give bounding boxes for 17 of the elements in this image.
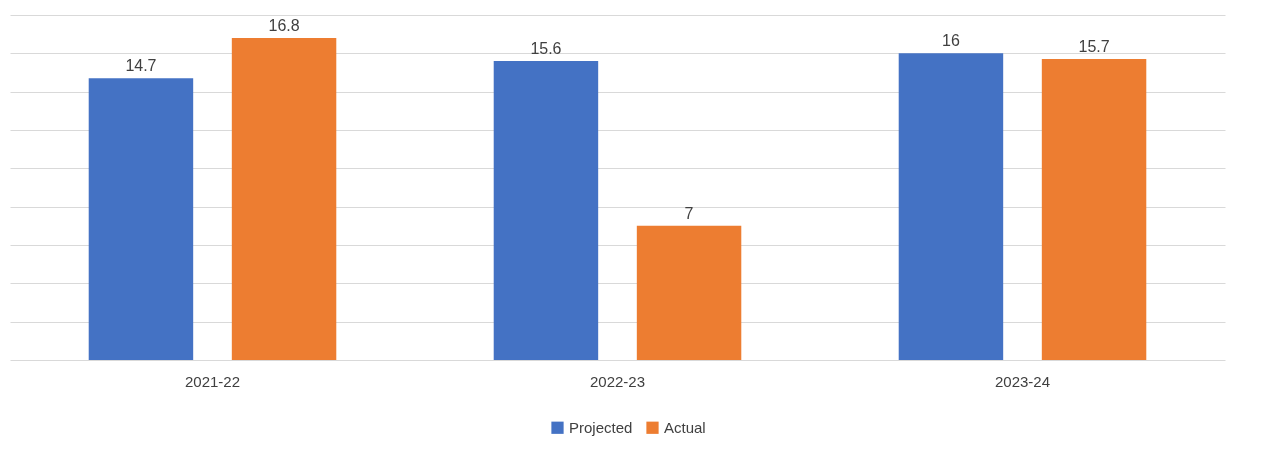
bar — [493, 61, 599, 360]
bar — [88, 78, 194, 360]
x-tick-label: 2023-24 — [994, 372, 1051, 390]
bar — [636, 225, 742, 360]
legend-label: Projected — [569, 418, 633, 436]
data-label: 16.8 — [268, 17, 300, 34]
data-label: 14.7 — [125, 57, 157, 75]
data-label: 7 — [684, 204, 694, 222]
bar — [898, 53, 1004, 360]
bar — [231, 38, 337, 360]
bar — [1041, 59, 1147, 360]
legend-label: Actual — [664, 418, 706, 436]
data-label: 15.7 — [1078, 38, 1110, 56]
data-label: 16 — [942, 32, 960, 50]
x-tick-label: 2022-23 — [589, 372, 646, 390]
data-label: 15.6 — [530, 40, 562, 57]
x-tick-label: 2021-22 — [184, 372, 241, 390]
